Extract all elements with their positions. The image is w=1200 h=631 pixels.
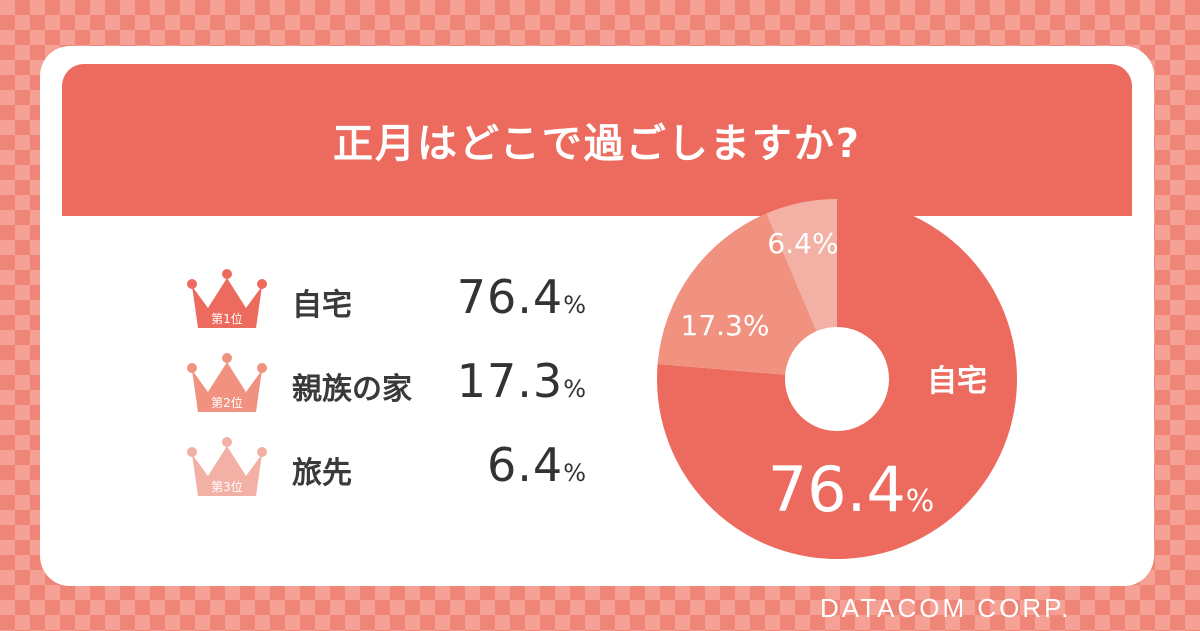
donut-chart: 自宅 17.3% 6.4% 76.4% [657,199,1017,559]
survey-card: 正月はどこで過ごしますか? 第1位 自宅 76.4% 第2位 親族の家 17.3… [40,46,1154,586]
rank-row-1: 第1位 自宅 76.4% [186,264,586,334]
crown-icon: 第1位 [187,269,267,328]
rank-label: 自宅 [292,288,352,323]
crown-shape [192,362,262,412]
crown-icon: 第3位 [187,437,267,496]
rank-label: 旅先 [292,456,352,491]
title-bar: 正月はどこで過ごしますか? [62,64,1132,216]
rank-value: 17.3% [456,354,586,408]
rank-label: 親族の家 [292,372,412,407]
slice-label-1: 自宅 [927,364,987,399]
crown-shape [192,446,262,496]
rank-value: 6.4% [487,438,586,492]
rank-row-3: 第3位 旅先 6.4% [186,432,586,502]
survey-title: 正月はどこで過ごしますか? [332,121,861,167]
rank-badge-text: 第1位 [211,311,243,326]
value-annotation: 76.4% [768,453,935,526]
donut-slice-3 [766,199,837,332]
rank-value: 76.4% [456,270,586,324]
rank-badge-text: 第3位 [211,479,243,494]
crown-icon: 第2位 [187,353,267,412]
rank-row-2: 第2位 親族の家 17.3% [186,348,586,418]
rank-badge-text: 第2位 [211,395,243,410]
donut-slice-1 [657,199,1017,559]
donut-slice-2 [657,213,817,375]
slice-label-2: 17.3% [681,309,770,342]
slice-label-3: 6.4% [767,227,838,260]
brand-logo: DATACOM CORP. [820,593,1072,623]
crown-shape [192,278,262,328]
